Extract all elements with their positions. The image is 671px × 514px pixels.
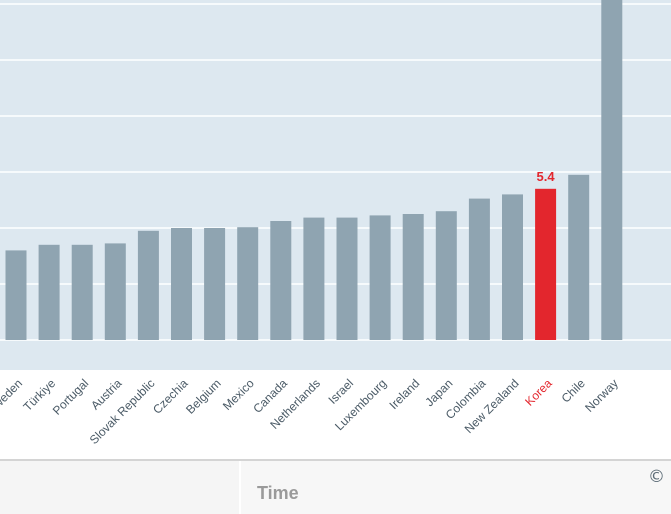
tick-label-israel: Israel <box>325 376 356 407</box>
bar-japan[interactable] <box>435 211 457 340</box>
tick-label-sweden: Sweden <box>0 376 25 417</box>
footer-divider <box>239 461 241 514</box>
tick-label-belgium: Belgium <box>183 376 224 417</box>
tick-label-norway: Norway <box>582 376 621 415</box>
bar-new-zealand[interactable] <box>502 194 523 340</box>
tick-label-korea: Korea <box>522 376 555 409</box>
bar-t-rkiye[interactable] <box>38 244 60 340</box>
bar-ireland[interactable] <box>402 214 424 340</box>
bar-portugal[interactable] <box>71 244 93 340</box>
bar-mexico[interactable] <box>237 227 259 340</box>
bar-sweden[interactable] <box>5 250 27 340</box>
bar-slovak-republic[interactable] <box>137 230 159 340</box>
value-labels: 5.4 <box>537 169 556 184</box>
tick-label-portugal: Portugal <box>50 376 92 418</box>
tick-label-czechia: Czechia <box>150 376 191 417</box>
bar-belgium[interactable] <box>204 228 226 340</box>
tick-label-ireland: Ireland <box>386 376 422 412</box>
tick-label-chile: Chile <box>559 376 588 405</box>
chart-footer: Time © <box>0 459 671 514</box>
bar-austria[interactable] <box>104 243 126 340</box>
bar-chile[interactable] <box>568 174 590 340</box>
bars <box>5 0 623 340</box>
bar-norway[interactable] <box>601 0 623 340</box>
value-label-korea: 5.4 <box>537 169 556 184</box>
bar-luxembourg[interactable] <box>369 215 391 340</box>
bar-israel[interactable] <box>336 217 358 340</box>
bar-czechia[interactable] <box>171 228 192 340</box>
time-label[interactable]: Time <box>257 483 299 503</box>
bar-canada[interactable] <box>270 221 292 340</box>
bar-colombia[interactable] <box>468 198 490 340</box>
bar-netherlands[interactable] <box>303 217 325 340</box>
copyright-icon: © <box>648 467 665 487</box>
bar-korea[interactable] <box>535 188 557 340</box>
time-panel: Time © <box>241 461 671 514</box>
